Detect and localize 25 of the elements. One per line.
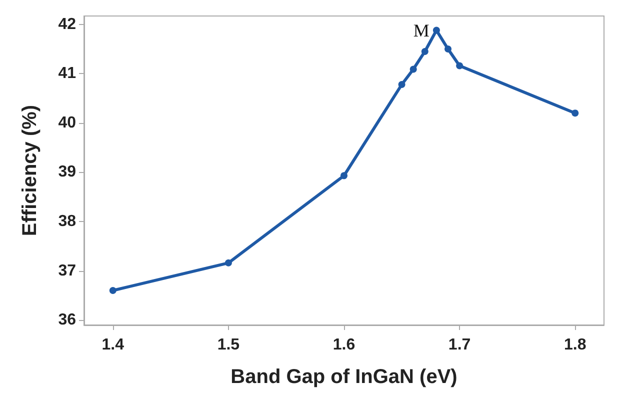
y-tick-label: 42 [58,16,76,33]
point [410,66,417,73]
y-tick-label: 40 [58,114,76,132]
point [340,172,348,180]
point [432,26,440,34]
x-tick-label: 1.7 [448,336,471,354]
point [456,62,464,70]
y-tick-label: 36 [58,312,76,329]
y-axis-title: Efficiency (%) [19,104,41,236]
y-tick-label: 37 [58,262,76,280]
x-axis-title: Band Gap of InGaN (eV) [230,366,458,388]
point [572,110,579,117]
point [224,259,232,266]
y-tick-label: 41 [58,65,76,82]
y-tick-label: 39 [58,164,76,181]
x-tick-label: 1.5 [217,336,240,354]
x-tick-label: 1.4 [102,336,124,354]
annotation: M [413,20,430,40]
y-tick-label: 38 [58,213,76,230]
point [421,48,428,55]
x-tick-label: 1.8 [564,336,586,354]
x-tick-label: 1.6 [332,336,356,354]
point [444,46,452,53]
point [398,81,406,88]
point [109,287,116,294]
